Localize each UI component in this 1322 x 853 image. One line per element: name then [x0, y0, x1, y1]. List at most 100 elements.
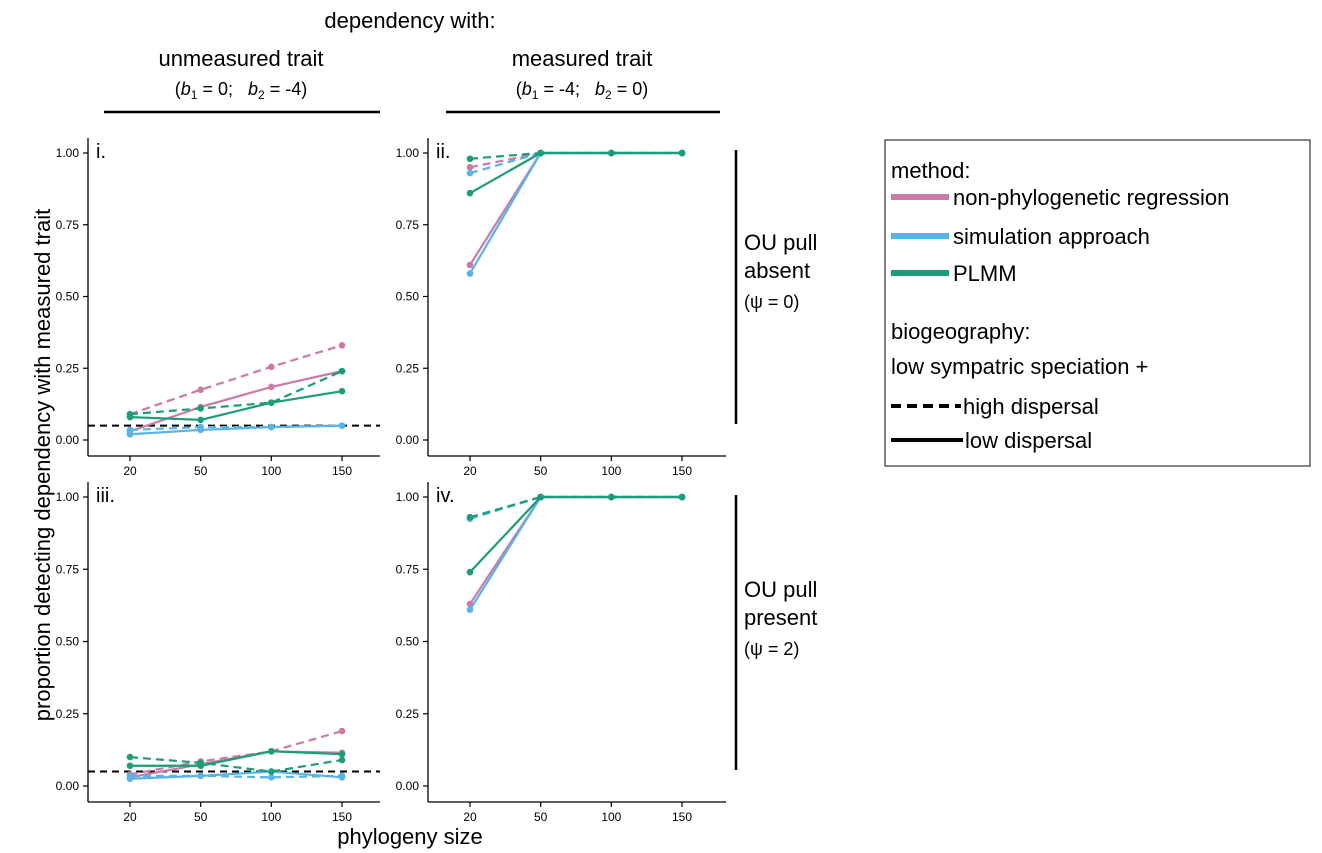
data-point-plmm-low [338, 387, 346, 395]
legend-label-low-dispersal: low dispersal [965, 428, 1092, 453]
y-tick-label: 1.00 [396, 146, 420, 160]
b1-value-2: = -4; [538, 79, 595, 99]
b2-value-1: = -4) [265, 79, 308, 99]
data-point-plmm-low [537, 493, 544, 501]
data-point-non-phylogenetic-regression-high [338, 341, 346, 349]
data-point-simulation-approach-low [268, 423, 275, 431]
x-axis-label: phylogeny size [337, 824, 483, 849]
series-line-simulation-approach-low [469, 495, 682, 611]
panel-1: 0.00 0.25 0.50 0.75 1.00 20 50 100 150 i. [56, 138, 380, 478]
b2-symbol-2: b [595, 79, 605, 99]
b1-value-1: = 0; [197, 79, 248, 99]
col-header-params-2: (b1 = -4; b2 = 0) [516, 79, 648, 102]
data-point-plmm-high [268, 768, 275, 775]
data-point-non-phylogenetic-regression-low [268, 383, 275, 391]
data-point-non-phylogenetic-regression-high [268, 363, 275, 371]
panels: 0.00 0.25 0.50 0.75 1.00 20 50 100 150 i. 0.00 0.25… [56, 138, 726, 824]
y-tick-label: 0.25 [56, 707, 80, 721]
legend-label-nonphylo: non-phylogenetic regression [953, 185, 1229, 210]
x-tick-label: 50 [194, 464, 208, 478]
x-tick-label: 100 [261, 810, 281, 824]
data-point-plmm-high [197, 405, 204, 412]
y-tick-label: 0.75 [56, 218, 80, 232]
data-point-plmm-low [678, 493, 686, 501]
series-line-non-phylogenetic-regression-low [129, 370, 343, 433]
panel-tag: iv. [436, 485, 455, 507]
b1-symbol-2: b [522, 79, 532, 99]
legend-box [884, 139, 1311, 467]
series-line-plmm-low [469, 495, 682, 573]
series-line-plmm-high [469, 495, 682, 519]
series-line-non-phylogenetic-regression-high [129, 344, 343, 416]
data-point-plmm-low [268, 748, 275, 755]
data-point-non-phylogenetic-regression-high [466, 164, 474, 171]
data-point-simulation-approach-low [466, 270, 474, 277]
legend-biogeo-subtitle: low sympatric speciation + [891, 354, 1148, 379]
row-header-2-line3: (ψ = 2) [744, 639, 799, 659]
x-tick-label: 100 [601, 464, 621, 478]
y-tick-label: 1.00 [396, 490, 420, 504]
series-line-simulation-approach-high [130, 774, 343, 779]
col-header-title-1: unmeasured trait [158, 46, 323, 71]
x-tick-label: 100 [261, 464, 281, 478]
y-tick-label: 0.75 [396, 218, 420, 232]
legend: method: non-phylogenetic regression simu… [884, 139, 1311, 467]
series-line-plmm-low [469, 151, 682, 195]
data-point-plmm-high [466, 155, 474, 163]
y-tick-label: 0.75 [56, 562, 80, 576]
b1-subscript-2: 1 [532, 88, 539, 102]
y-tick-label: 0.50 [396, 635, 420, 649]
b1-subscript-1: 1 [191, 88, 198, 102]
col-header-params-1: (b1 = 0; b2 = -4) [175, 79, 307, 102]
data-point-plmm-high [126, 753, 134, 761]
y-tick-label: 0.00 [396, 433, 420, 447]
legend-method-title: method: [891, 158, 971, 183]
series-line-simulation-approach-low [129, 770, 343, 780]
super-header: dependency with: [324, 8, 495, 33]
legend-label-plmm: PLMM [953, 261, 1017, 286]
data-point-plmm-low [608, 149, 615, 157]
data-point-plmm-high [466, 513, 474, 521]
b1-symbol-1: b [181, 79, 191, 99]
data-point-plmm-low [537, 149, 544, 157]
y-tick-label: 0.25 [56, 361, 80, 375]
y-tick-label: 0.25 [396, 361, 420, 375]
x-tick-label: 50 [534, 464, 548, 478]
data-point-plmm-low [466, 568, 474, 576]
legend-label-simulation: simulation approach [953, 224, 1150, 249]
data-point-non-phylogenetic-regression-high [338, 727, 346, 735]
row-header-1-line1: OU pull [744, 230, 817, 255]
x-tick-label: 150 [332, 810, 352, 824]
y-tick-label: 0.00 [56, 433, 80, 447]
series-line-plmm-high [129, 370, 343, 416]
x-tick-label: 100 [601, 810, 621, 824]
x-tick-label: 20 [123, 810, 137, 824]
x-tick-label: 150 [672, 464, 692, 478]
b2-subscript-2: 2 [605, 88, 612, 102]
y-tick-label: 0.00 [56, 779, 80, 793]
series-line-plmm-high [129, 756, 343, 773]
y-tick-label: 0.50 [396, 290, 420, 304]
y-tick-label: 1.00 [56, 146, 80, 160]
row-header-2-line1: OU pull [744, 577, 817, 602]
series-line-non-phylogenetic-regression-low [469, 151, 682, 266]
series-line-plmm-low [130, 750, 343, 767]
series-line-non-phylogenetic-regression-high [129, 730, 343, 776]
x-tick-label: 50 [534, 810, 548, 824]
legend-label-high-dispersal: high dispersal [963, 394, 1099, 419]
row-header-1-line2: absent [744, 258, 810, 283]
x-tick-label: 20 [123, 464, 137, 478]
data-point-simulation-approach-high [268, 774, 275, 781]
data-point-plmm-low [126, 762, 134, 770]
data-point-plmm-low [197, 416, 204, 424]
data-point-simulation-approach-low [126, 775, 134, 783]
x-tick-label: 150 [332, 464, 352, 478]
y-tick-label: 1.00 [56, 490, 80, 504]
series-line-plmm-low [129, 390, 343, 422]
col-header-title-2: measured trait [512, 46, 653, 71]
y-tick-label: 0.50 [56, 635, 80, 649]
data-point-simulation-approach-low [197, 426, 204, 434]
data-point-plmm-low [268, 399, 275, 406]
data-point-simulation-approach-low [466, 606, 474, 614]
